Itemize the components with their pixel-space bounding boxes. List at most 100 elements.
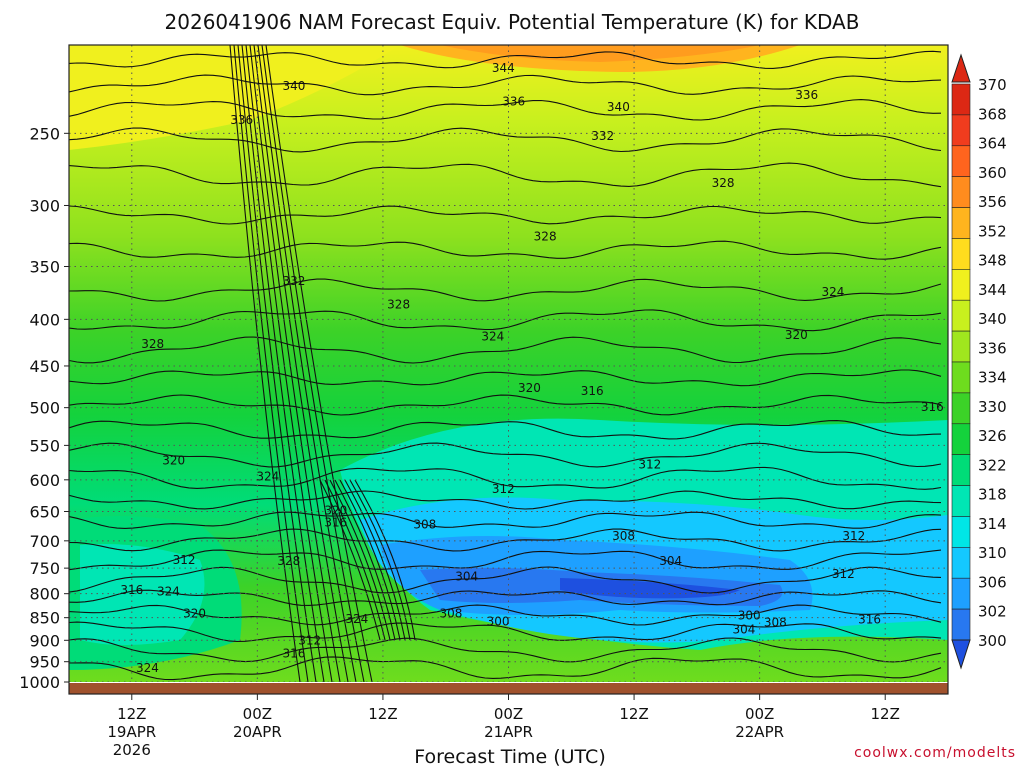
contour-label: 320 — [785, 328, 808, 342]
contour-label: 324 — [481, 330, 504, 344]
colorbar-label: 306 — [978, 573, 1007, 591]
contour-line — [257, 45, 357, 682]
colorbar-swatch — [951, 238, 971, 270]
contour-line — [69, 442, 942, 468]
contour-label: 308 — [413, 517, 436, 531]
colorbar-label: 302 — [978, 603, 1007, 621]
colorbar-swatch — [951, 485, 971, 517]
colorbar-label: 368 — [978, 105, 1007, 123]
warm-top-inner — [440, 45, 760, 62]
x-tick-label: 12Z — [619, 705, 648, 723]
contour-label: 344 — [492, 61, 515, 75]
contour-line — [69, 528, 942, 552]
cold-core-deep — [560, 578, 740, 599]
contour-label: 324 — [821, 285, 844, 299]
x-tick-label: 00Z — [494, 705, 523, 723]
contour-line — [69, 74, 942, 96]
lower-left-cooler — [80, 544, 205, 645]
contour-lines — [69, 45, 942, 682]
contour-label: 336 — [795, 88, 818, 102]
colorbar-swatch — [951, 577, 971, 610]
contour-line — [344, 479, 406, 641]
contour-label: 316 — [858, 612, 881, 626]
y-tick-label: 500 — [29, 399, 60, 418]
contour-line — [339, 479, 401, 641]
contour-label: 316 — [120, 583, 143, 597]
contour-label: 320 — [162, 453, 185, 467]
contour-label: 312 — [842, 529, 865, 543]
y-tick-label: 1000 — [19, 673, 60, 692]
contour-line — [253, 45, 349, 682]
contour-label: 320 — [183, 606, 206, 620]
contour-label: 328 — [534, 229, 557, 243]
colorbar-swatch — [951, 299, 971, 332]
contour-line — [69, 50, 942, 69]
contour-line — [69, 369, 942, 387]
contour-label: 308 — [439, 606, 462, 620]
contour-label: 340 — [283, 79, 306, 93]
contour-label: 316 — [283, 646, 306, 660]
y-tick-label: 900 — [29, 631, 60, 650]
x-axis-label: Forecast Time (UTC) — [414, 746, 605, 768]
y-tick-label: 250 — [29, 124, 60, 143]
contour-label: 324 — [136, 661, 159, 675]
x-tick-label: 12Z — [368, 705, 397, 723]
contour-line — [69, 589, 942, 606]
colorbar-swatch — [951, 423, 971, 455]
contour-label: 300 — [487, 615, 510, 629]
y-tick-label: 350 — [29, 257, 60, 276]
contour-label: 332 — [591, 129, 614, 143]
colorbar-swatch — [951, 330, 971, 363]
ground-strip-visible — [69, 683, 948, 694]
contour-line — [69, 604, 942, 626]
colorbar-bottom-arrow — [951, 639, 971, 670]
contour-label: 312 — [173, 553, 196, 567]
x-tick-label: 21APR — [484, 723, 533, 741]
y-axis: 250 300 350 400 450 500 550 600 650 700 750 800 850 9… — [19, 124, 69, 692]
colorbar-swatch — [951, 83, 971, 116]
colorbar-label: 348 — [978, 252, 1007, 270]
colorbar-label: 310 — [978, 544, 1007, 562]
contour-label: 340 — [607, 100, 630, 114]
contour-line — [334, 479, 396, 641]
y-tick-label: 450 — [29, 357, 60, 376]
contour-line — [265, 45, 373, 682]
contour-line — [329, 479, 391, 641]
contour-line — [69, 637, 942, 663]
colorbar-label: 360 — [978, 164, 1007, 182]
contour-label: 316 — [921, 400, 944, 414]
contour-line — [249, 45, 341, 682]
y-tick-label: 300 — [29, 196, 60, 215]
contour-line — [241, 45, 325, 682]
colorbar-swatch — [951, 145, 971, 177]
x-tick-label: 2026 — [113, 741, 151, 759]
contour-line — [69, 309, 942, 332]
contour-line — [354, 479, 416, 641]
x-tick-label: 12Z — [871, 705, 900, 723]
contour-line — [69, 240, 942, 260]
x-tick-label: 19APR — [107, 723, 156, 741]
colorbar-top-arrow — [951, 53, 971, 83]
colorbar-label: 340 — [978, 310, 1007, 328]
contour-label: 324 — [157, 585, 180, 599]
contour-label: 328 — [277, 554, 300, 568]
chart-title: 2026041906 NAM Forecast Equiv. Potential… — [165, 10, 860, 34]
colorbar-label: 336 — [978, 339, 1007, 357]
contour-line — [233, 45, 309, 682]
contour-label: 324 — [256, 469, 279, 483]
colorbar-swatch — [951, 547, 971, 579]
x-tick-label: 00Z — [243, 705, 272, 723]
contour-label: 336 — [230, 113, 253, 127]
y-tick-label: 850 — [29, 609, 60, 628]
colorbar-label: 314 — [978, 515, 1007, 533]
contour-label: 312 — [638, 457, 661, 471]
y-tick-label: 550 — [29, 436, 60, 455]
x-tick-label: 20APR — [233, 723, 282, 741]
colorbar-label: 356 — [978, 193, 1007, 211]
contour-label: 304 — [732, 622, 755, 636]
colorbar: 370 368 364 360 356 352 348 344 340 336 334 330 326 3… — [951, 53, 1007, 670]
contour-label: 308 — [764, 616, 787, 630]
contour-line — [69, 420, 942, 440]
